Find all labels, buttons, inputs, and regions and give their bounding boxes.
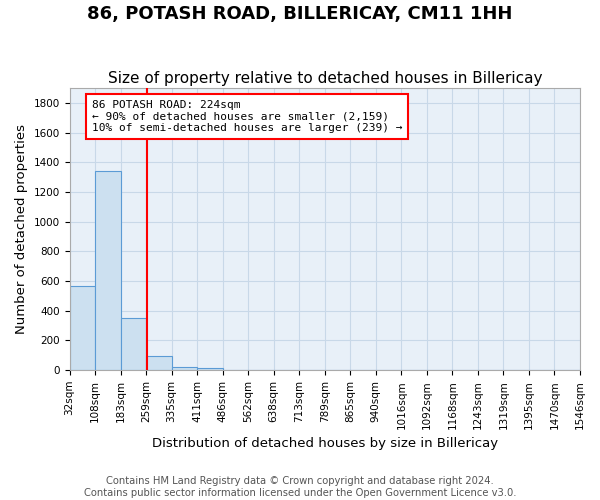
Y-axis label: Number of detached properties: Number of detached properties xyxy=(15,124,28,334)
Bar xyxy=(70,286,95,370)
Text: Contains HM Land Registry data © Crown copyright and database right 2024.
Contai: Contains HM Land Registry data © Crown c… xyxy=(84,476,516,498)
Bar xyxy=(146,356,172,370)
Text: 86, POTASH ROAD, BILLERICAY, CM11 1HH: 86, POTASH ROAD, BILLERICAY, CM11 1HH xyxy=(88,5,512,23)
X-axis label: Distribution of detached houses by size in Billericay: Distribution of detached houses by size … xyxy=(152,437,498,450)
Title: Size of property relative to detached houses in Billericay: Size of property relative to detached ho… xyxy=(107,70,542,86)
Text: 86 POTASH ROAD: 224sqm
← 90% of detached houses are smaller (2,159)
10% of semi-: 86 POTASH ROAD: 224sqm ← 90% of detached… xyxy=(92,100,403,133)
Bar xyxy=(121,318,146,370)
Bar xyxy=(197,368,223,370)
Bar xyxy=(172,367,197,370)
Bar xyxy=(95,171,121,370)
